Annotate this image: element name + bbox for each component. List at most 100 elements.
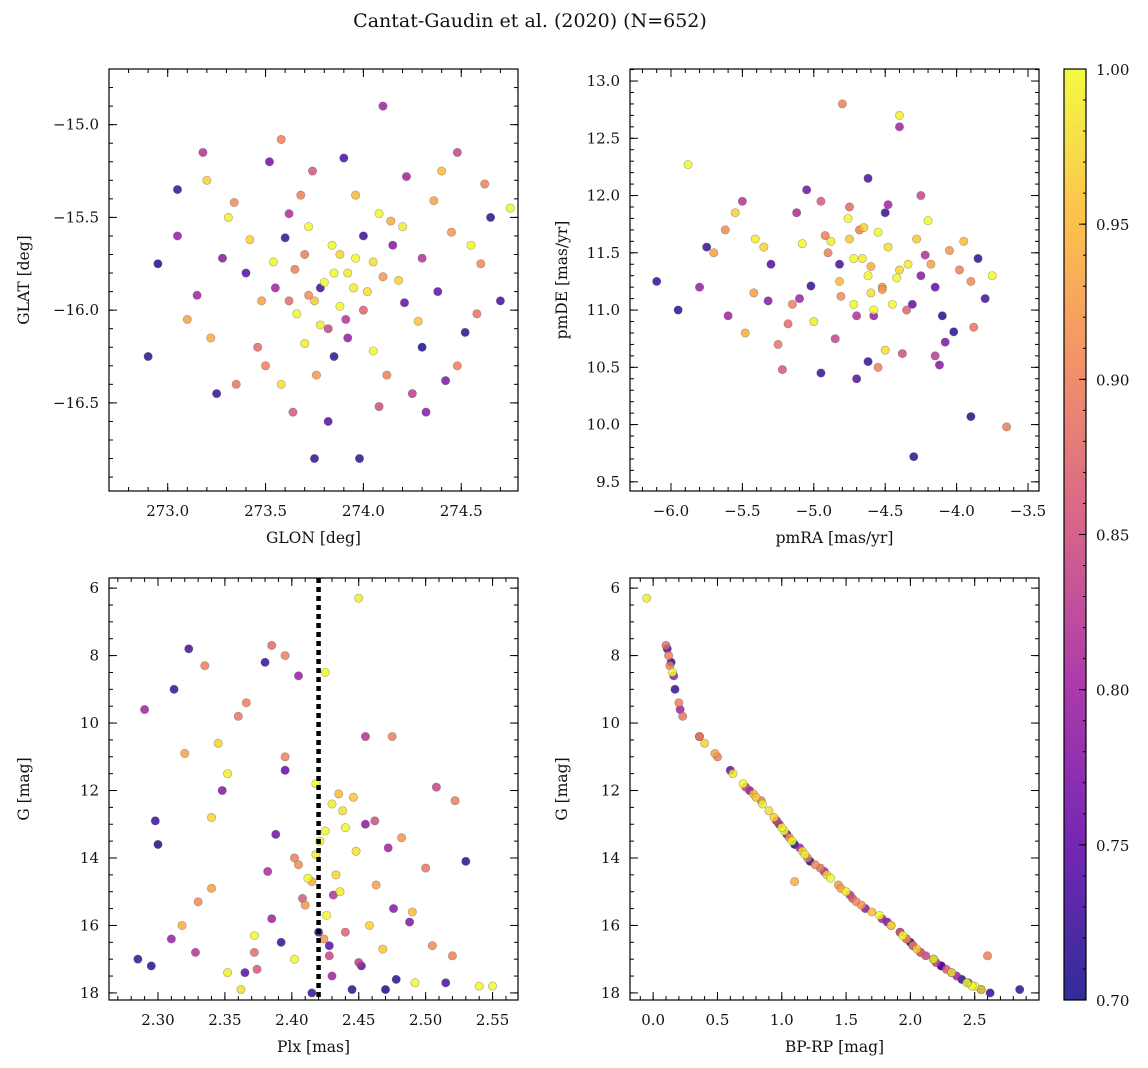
- data-point: [153, 839, 163, 849]
- data-point: [386, 216, 396, 226]
- data-point: [777, 823, 787, 833]
- data-point: [441, 376, 451, 386]
- y-tick-label: 14: [601, 849, 620, 867]
- data-point: [452, 361, 462, 371]
- data-point: [354, 593, 364, 603]
- data-point: [897, 349, 907, 359]
- data-point: [652, 276, 662, 286]
- x-tick-label: −6.0: [653, 502, 689, 520]
- data-point: [200, 661, 210, 671]
- data-point: [407, 907, 417, 917]
- data-point: [327, 799, 337, 809]
- colorbar-gradient: [1064, 69, 1086, 1000]
- x-axis-label: Plx [mas]: [277, 1038, 350, 1056]
- data-point: [140, 705, 150, 715]
- data-point: [331, 870, 341, 880]
- data-point: [433, 287, 443, 297]
- data-point: [476, 259, 486, 269]
- data-point: [388, 240, 398, 250]
- data-point: [826, 873, 836, 883]
- data-point: [417, 253, 427, 263]
- y-tick-label: 11.0: [587, 301, 620, 319]
- x-tick-label: 273.0: [146, 502, 189, 520]
- y-axis-label: G [mag]: [15, 757, 33, 820]
- x-axis-label: pmRA [mas/yr]: [776, 529, 894, 547]
- colorbar-tick-label: 0.70: [1096, 992, 1129, 1010]
- y-tick-label: 10.5: [587, 358, 620, 376]
- data-point: [883, 200, 893, 210]
- data-point: [405, 917, 415, 927]
- data-point: [320, 667, 330, 677]
- data-point: [757, 799, 767, 809]
- data-point: [323, 324, 333, 334]
- data-point: [1002, 422, 1012, 432]
- data-point: [180, 748, 190, 758]
- data-point: [826, 236, 836, 246]
- data-point: [710, 748, 720, 758]
- data-point: [252, 964, 262, 974]
- data-point: [289, 853, 299, 863]
- data-point: [340, 927, 350, 937]
- data-point: [334, 789, 344, 799]
- data-point: [809, 317, 819, 327]
- data-point: [368, 346, 378, 356]
- data-point: [335, 249, 345, 259]
- data-point: [364, 920, 374, 930]
- data-point: [940, 337, 950, 347]
- data-point: [452, 147, 462, 157]
- data-point: [296, 190, 306, 200]
- data-point: [800, 850, 810, 860]
- y-tick-label: 10: [601, 714, 620, 732]
- data-point: [486, 212, 496, 222]
- data-point: [192, 290, 202, 300]
- data-point: [410, 978, 420, 988]
- data-point: [198, 147, 208, 157]
- data-point: [670, 684, 680, 694]
- data-point: [869, 305, 879, 315]
- data-point: [382, 370, 392, 380]
- panel-glon-glat: 273.0 273.5 274.0 274.5 −15.0 −15.5 −16.0 −16.5…: [15, 68, 519, 547]
- data-point: [836, 291, 846, 301]
- data-point: [875, 910, 885, 920]
- data-point: [792, 208, 802, 218]
- data-point: [823, 248, 833, 258]
- data-point: [304, 290, 314, 300]
- data-point: [260, 657, 270, 667]
- colorbar: 0.70 0.75 0.80 0.85 0.90 0.95 1.00: [1063, 61, 1129, 1010]
- data-point: [308, 166, 318, 176]
- data-point: [322, 910, 332, 920]
- data-point: [450, 796, 460, 806]
- data-point: [324, 951, 334, 961]
- data-point: [926, 259, 936, 269]
- panel-pm: −6.0 −5.5 −5.0 −4.5 −4.0 −3.5 9.5 10.0 10.5 11.0 1…: [553, 68, 1046, 547]
- data-point: [290, 264, 300, 274]
- data-point: [245, 235, 255, 245]
- data-point: [360, 732, 370, 742]
- data-point: [783, 319, 793, 329]
- data-point: [217, 786, 227, 796]
- data-point: [661, 640, 671, 650]
- data-point: [929, 954, 939, 964]
- points: [642, 593, 1025, 998]
- data-point: [863, 357, 873, 367]
- data-point: [271, 829, 281, 839]
- data-point: [348, 792, 358, 802]
- data-point: [276, 937, 286, 947]
- data-point: [969, 322, 979, 332]
- x-tick-label: 1.0: [770, 1011, 794, 1029]
- data-point: [866, 288, 876, 298]
- data-point: [378, 101, 388, 111]
- data-point: [916, 271, 926, 281]
- x-tick-label: 2.50: [409, 1011, 442, 1029]
- data-point: [172, 185, 182, 195]
- data-point: [190, 947, 200, 957]
- data-point: [207, 813, 217, 823]
- data-point: [319, 934, 329, 944]
- data-point: [370, 816, 380, 826]
- data-point: [894, 265, 904, 275]
- data-point: [447, 951, 457, 961]
- data-point: [954, 265, 964, 275]
- data-point: [394, 275, 404, 285]
- data-point: [849, 254, 859, 264]
- x-tick-label: 2.30: [141, 1011, 174, 1029]
